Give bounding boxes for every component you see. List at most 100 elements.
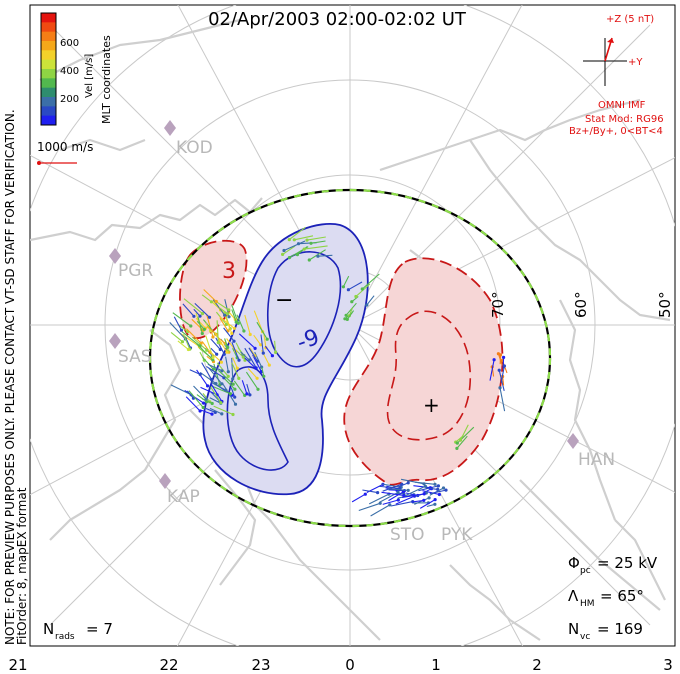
- imf-y-label: +Y: [628, 57, 643, 68]
- velocity-vector: [230, 387, 236, 398]
- stat-nvc-subscript: vc: [580, 632, 590, 642]
- velocity-vector: [240, 351, 250, 361]
- lat-label-70: 70°: [489, 291, 507, 318]
- velocity-vector: [342, 275, 350, 288]
- velocity-vector: [199, 371, 217, 385]
- velocity-vector: [400, 478, 425, 485]
- velocity-vector: [209, 407, 223, 415]
- velocity-vector: [210, 391, 221, 402]
- station-label-kap: KAP: [167, 487, 200, 507]
- velocity-vector: [196, 320, 205, 330]
- velocity-vector: [182, 303, 195, 317]
- velocity-vector: [256, 321, 268, 340]
- colorbar-tick-400: 400: [60, 66, 79, 77]
- velocity-vector: [181, 331, 201, 347]
- velocity-vector: [211, 385, 231, 395]
- velocity-vector: [252, 354, 262, 372]
- station-label-pyk: PYK: [441, 525, 473, 545]
- velocity-vector: [370, 504, 391, 517]
- positive-contour-value: 3: [222, 259, 236, 284]
- velocity-vector: [216, 301, 230, 311]
- velocity-vector: [282, 245, 296, 255]
- velocity-vector: [419, 499, 436, 509]
- velocity-vectors: [169, 226, 508, 517]
- station-label-sas: SAS: [118, 347, 152, 367]
- velocity-vector: [263, 332, 267, 348]
- mlt-tick-2: 2: [532, 656, 542, 674]
- velocity-vector: [348, 307, 354, 316]
- velocity-vector: [500, 365, 505, 383]
- velocity-vector: [411, 499, 424, 503]
- colorbar-tick-600: 600: [60, 38, 79, 49]
- velocity-vector: [395, 495, 415, 505]
- velocity-vector: [358, 502, 381, 512]
- velocity-vector: [201, 362, 213, 380]
- velocity-vector: [196, 369, 209, 387]
- velocity-vector: [213, 405, 234, 416]
- velocity-vector: [382, 499, 399, 505]
- colorbar-swatch: [41, 115, 56, 126]
- velocity-vector: [351, 493, 366, 503]
- velocity-vector: [248, 347, 259, 362]
- station-label-kod: KOD: [176, 138, 213, 158]
- velocity-vector: [185, 396, 201, 412]
- velocity-vector: [193, 308, 201, 317]
- velocity-vector: [231, 357, 234, 379]
- velocity-vector: [231, 304, 239, 324]
- scale-vector-label: 1000 m/s: [37, 140, 93, 154]
- velocity-vector: [215, 337, 225, 355]
- velocity-vector: [253, 310, 264, 332]
- velocity-vector: [456, 435, 468, 449]
- station-markers: [109, 120, 579, 489]
- positive-extremum-sign: +: [423, 393, 440, 417]
- velocity-vector: [381, 483, 402, 488]
- velocity-vector: [304, 245, 328, 250]
- velocity-vector: [238, 333, 256, 349]
- velocity-vector: [189, 369, 201, 375]
- velocity-vector: [182, 334, 191, 350]
- stat-phi-value: = 25 kV: [597, 554, 658, 572]
- velocity-vector: [366, 295, 375, 306]
- imf-conditions-label: Bz+/By+, 0<BT<4: [569, 126, 663, 137]
- velocity-vector: [195, 317, 206, 329]
- velocity-vector: [194, 303, 210, 318]
- velocity-vector: [288, 226, 306, 241]
- velocity-vector: [231, 342, 240, 361]
- scale-vector: [37, 161, 77, 165]
- velocity-vector: [310, 240, 326, 244]
- station-label-pgr: PGR: [118, 261, 153, 281]
- velocity-vector: [245, 371, 259, 390]
- stat-nrads-value: = 7: [86, 620, 113, 638]
- velocity-vector: [231, 309, 237, 323]
- colorbar-swatch: [41, 69, 56, 79]
- velocity-vector: [216, 320, 219, 343]
- velocity-vector: [274, 340, 277, 353]
- lat-label-60: 60°: [572, 291, 590, 318]
- velocity-vector: [499, 387, 506, 412]
- velocity-vector: [346, 310, 355, 320]
- mlt-tick-22: 22: [159, 656, 178, 674]
- velocity-vector: [382, 483, 402, 492]
- colorbar-swatch: [41, 97, 56, 107]
- mlt-tick-1: 1: [431, 656, 441, 674]
- velocity-vector: [294, 235, 314, 241]
- lat-label-50: 50°: [656, 291, 674, 318]
- velocity-vector: [429, 489, 447, 495]
- colorbar-swatch: [41, 22, 56, 33]
- velocity-vector: [388, 491, 404, 502]
- stat-lambda-symbol: Λ: [568, 587, 579, 605]
- velocity-vector: [170, 384, 192, 396]
- velocity-vector: [173, 316, 182, 331]
- velocity-vector: [170, 331, 183, 343]
- velocity-vector: [398, 482, 409, 488]
- velocity-vector: [381, 491, 404, 497]
- stat-nvc-value: = 169: [597, 620, 643, 638]
- velocity-vector: [261, 367, 265, 377]
- velocity-vector: [208, 367, 223, 385]
- velocity-vector: [422, 490, 440, 496]
- velocity-vector: [460, 424, 469, 441]
- velocity-vector: [210, 386, 222, 403]
- velocity-vector: [169, 322, 186, 340]
- stat-lambda-subscript: HM: [580, 599, 595, 609]
